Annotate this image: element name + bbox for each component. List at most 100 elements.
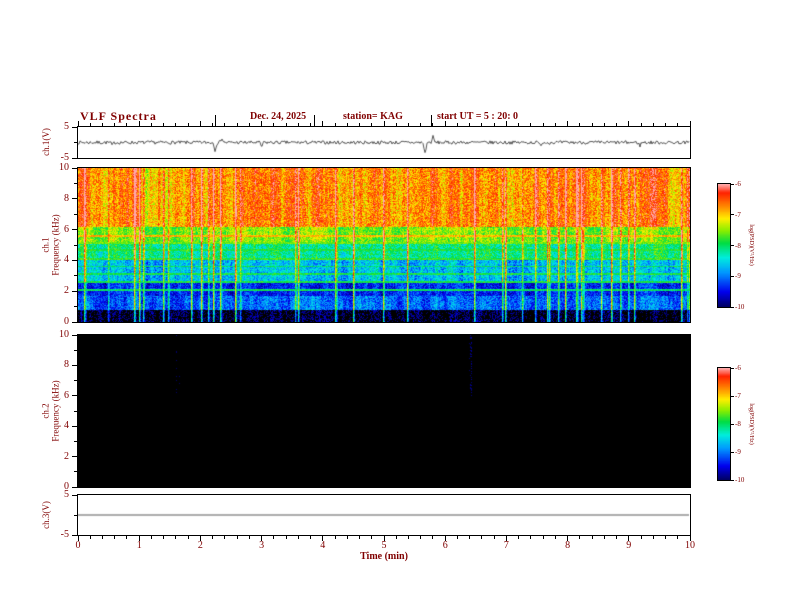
colorbar-tick-label: -7 [735,392,741,400]
colorbar-tick-label: -8 [735,420,741,428]
y-tick [72,167,77,169]
x-top-minor-tick [518,123,520,126]
x-minor-tick [150,536,152,539]
station-label: station= KAG [343,111,403,122]
x-minor-tick [542,536,544,539]
x-top-minor-tick [163,123,165,126]
x-minor-tick [456,536,458,539]
y-tick [72,534,77,536]
y-tick [72,290,77,292]
y-tick-label: 0 [64,316,69,327]
colorbar-tick-label: -10 [735,303,745,311]
x-tick [505,536,507,541]
x-tick-label: 6 [442,540,448,551]
y-tick [72,456,77,458]
date-label: Dec. 24, 2025 [250,111,307,122]
y-tick [72,229,77,231]
colorbar-tick-label: -6 [735,364,741,372]
y-tick [72,334,77,336]
x-minor-tick [236,536,238,539]
ch1-spectrogram-panel [77,167,691,323]
x-minor-tick [248,536,250,539]
ch1-waveform-panel [77,126,691,159]
event-marker-tick [214,115,216,126]
y-tick-label: 10 [59,162,69,173]
x-top-minor-tick [297,123,299,126]
colorbar-tick [731,423,734,425]
y-tick-label: 5 [64,489,69,500]
colorbar-tick-label: -7 [735,210,741,219]
x-top-minor-tick [187,123,189,126]
x-top-tick [444,121,446,126]
x-minor-tick [310,536,312,539]
x-top-tick [261,121,263,126]
y-minor-tick [74,244,77,246]
x-minor-tick [224,536,226,539]
x-top-minor-tick [248,123,250,126]
y-tick [72,395,77,397]
x-top-minor-tick [89,123,91,126]
colorbar-tick [731,395,734,397]
y-tick-label: 0 [64,481,69,492]
x-top-minor-tick [212,123,214,126]
y-tick-label: 10 [59,329,69,340]
x-minor-tick [579,536,581,539]
y-tick-label: 4 [64,254,69,266]
x-top-minor-tick [273,123,275,126]
y-minor-tick [74,306,77,308]
x-tick-label: 4 [320,540,326,551]
x-minor-tick [665,536,667,539]
x-top-minor-tick [493,123,495,126]
colorbar-2-label: log(PSD)(V²/Hz) [748,403,754,445]
x-top-tick [383,121,385,126]
x-minor-tick [554,536,556,539]
colorbar-tick [731,479,734,481]
x-top-minor-tick [334,123,336,126]
x-minor-tick [530,536,532,539]
ch2-spectrogram-canvas [78,335,690,487]
x-minor-tick [175,536,177,539]
colorbar-1-label: log(PSD)(V²/Hz) [748,224,754,266]
x-minor-tick [432,536,434,539]
x-top-tick [628,121,630,126]
x-axis-title: Time (min) [360,551,408,562]
x-top-tick [77,121,79,126]
x-minor-tick [603,536,605,539]
x-tick [444,536,446,541]
x-top-minor-tick [530,123,532,126]
colorbar-2-canvas [718,368,730,480]
x-minor-tick [677,536,679,539]
x-minor-tick [163,536,165,539]
colorbar-1-canvas [718,184,730,307]
colorbar-2 [717,367,731,481]
x-top-minor-tick [114,123,116,126]
x-tick-label: 1 [136,540,142,551]
x-top-minor-tick [407,123,409,126]
y-tick-label: 6 [64,223,69,235]
x-minor-tick [518,536,520,539]
x-top-tick [689,121,691,126]
x-top-minor-tick [591,123,593,126]
y-tick-label: 8 [64,192,69,204]
x-minor-tick [126,536,128,539]
x-tick [567,536,569,541]
x-tick [628,536,630,541]
y-minor-tick [74,471,77,473]
ch1-label: ch.1 [40,237,51,253]
x-tick [77,536,79,541]
ch3-voltage-axis-label: ch.3(V) [41,501,51,529]
x-minor-tick [616,536,618,539]
x-minor-tick [469,536,471,539]
x-top-tick [505,121,507,126]
x-tick [689,536,691,541]
colorbar-tick-label: -10 [735,476,745,484]
x-top-minor-tick [285,123,287,126]
y-minor-tick [74,213,77,215]
x-top-minor-tick [456,123,458,126]
colorbar-tick [731,367,734,369]
x-top-minor-tick [542,123,544,126]
x-top-minor-tick [310,123,312,126]
x-minor-tick [101,536,103,539]
x-tick-label: 0 [75,540,81,551]
x-top-minor-tick [101,123,103,126]
